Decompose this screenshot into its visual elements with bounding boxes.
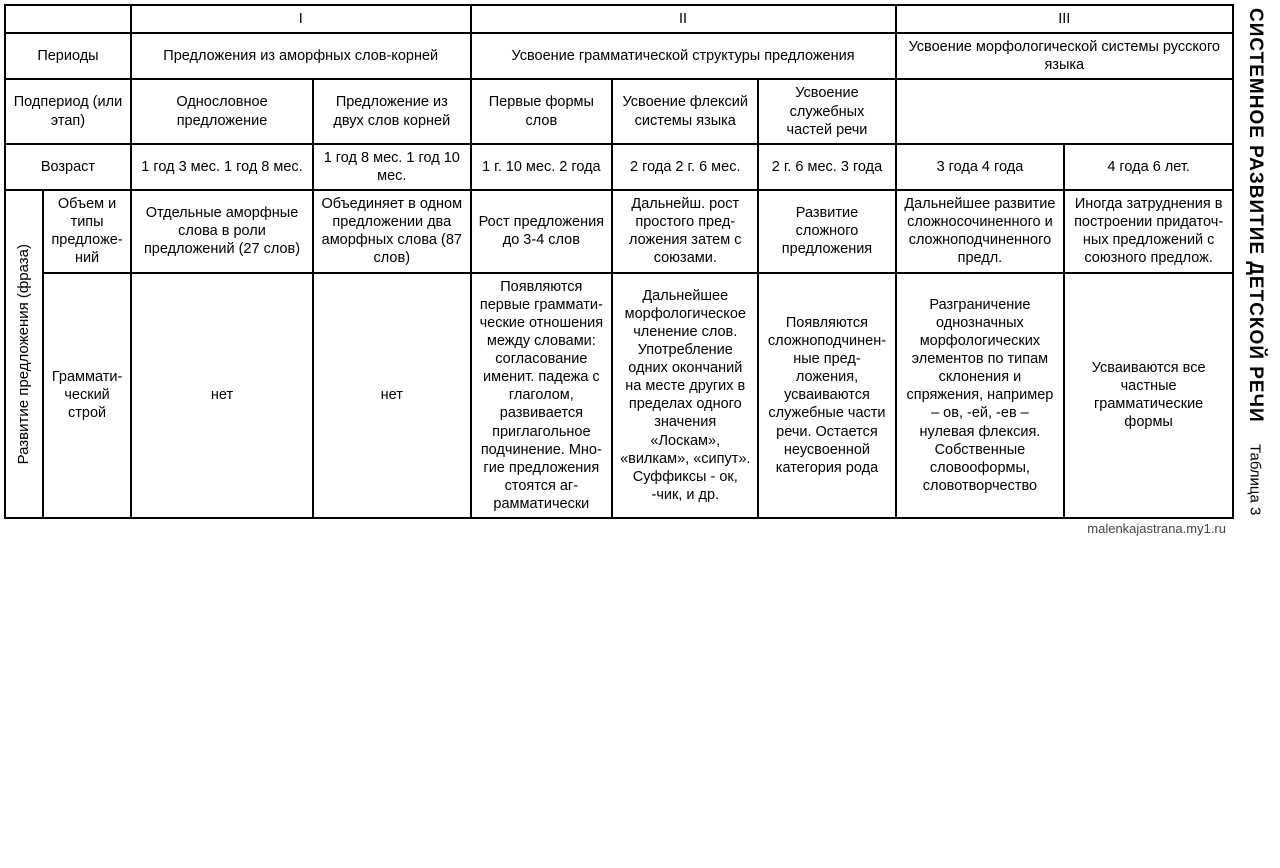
age-3: 1 г. 10 мес. 2 года [471, 144, 613, 190]
speech-development-table: I II III Периоды Предложения из аморфных… [4, 4, 1234, 519]
grammar-label: Грам­мати­ческий строй [43, 273, 131, 519]
dev-phrase-text: Развитие предложения (фраза) [15, 244, 34, 464]
vol-2: Объединяет в одном пред­ложении два амор… [313, 190, 470, 273]
age-7: 4 года 6 лет. [1064, 144, 1233, 190]
side-column: СИСТЕМНОЕ РАЗВИТИЕ ДЕТСКОЙ РЕЧИ Таблица … [1234, 4, 1276, 519]
roman-3: III [896, 5, 1233, 33]
vol-1: Отдельные амор­фные слова в роли предлож… [131, 190, 313, 273]
periods-row: Периоды Предложения из аморфных слов-кор… [5, 33, 1233, 79]
volume-row: Развитие предложения (фраза) Объем и тип… [5, 190, 1233, 273]
vol-4: Дальнейш. рост прос­того пред­ложения за… [612, 190, 758, 273]
roman-1: I [131, 5, 471, 33]
subperiod-label: Подпериод (или этап) [5, 79, 131, 143]
subperiod-blank [896, 79, 1233, 143]
period-1: Предложения из аморфных слов-корней [131, 33, 471, 79]
gram-2: нет [313, 273, 470, 519]
footer-watermark: malenkajastrana.my1.ru [4, 519, 1276, 536]
age-1: 1 год 3 мес. 1 год 8 мес. [131, 144, 313, 190]
age-row: Возраст 1 год 3 мес. 1 год 8 мес. 1 год … [5, 144, 1233, 190]
grammar-row: Грам­мати­ческий строй нет нет Появляютс… [5, 273, 1233, 519]
roman-2: II [471, 5, 896, 33]
age-5: 2 г. 6 мес. 3 года [758, 144, 895, 190]
volume-label: Объем и типы пред­ложе­ний [43, 190, 131, 273]
gram-6: Разграничение однозначных морфологиче­ск… [896, 273, 1065, 519]
age-label: Возраст [5, 144, 131, 190]
gram-3: Появляются первые граммати­ческие отно­ш… [471, 273, 613, 519]
vol-5: Развитие сложного предложе­ния [758, 190, 895, 273]
age-6: 3 года 4 года [896, 144, 1065, 190]
period-2: Усвоение грамматической структуры предло… [471, 33, 896, 79]
age-4: 2 года 2 г. 6 мес. [612, 144, 758, 190]
subperiod-row: Подпериод (или этап) Однословное предлож… [5, 79, 1233, 143]
subperiod-2: Предложение из двух слов корней [313, 79, 470, 143]
dev-phrase-label: Развитие предложения (фраза) [5, 190, 43, 518]
blank-cell [5, 5, 131, 33]
age-2: 1 год 8 мес. 1 год 10 мес. [313, 144, 470, 190]
subperiod-5: Усвоение служебных частей речи [758, 79, 895, 143]
vol-6: Дальнейшее развитие сложно­сочиненного и… [896, 190, 1065, 273]
gram-7: Усваиваются все частные грамматические ф… [1064, 273, 1233, 519]
roman-header-row: I II III [5, 5, 1233, 33]
vol-3: Рост предложения до 3-4 слов [471, 190, 613, 273]
vol-7: Иногда затруд­нения в построе­нии придат… [1064, 190, 1233, 273]
side-subtitle: Таблица 3 [1247, 444, 1264, 515]
periods-label: Периоды [5, 33, 131, 79]
gram-4: Дальнейшее морфологи­ческое членение сло… [612, 273, 758, 519]
subperiod-3: Первые формы слов [471, 79, 613, 143]
gram-5: Появляют­ся сложно­подчинен­ные пред­лож… [758, 273, 895, 519]
subperiod-4: Усвоение флексий системы языка [612, 79, 758, 143]
side-title: СИСТЕМНОЕ РАЗВИТИЕ ДЕТСКОЙ РЕЧИ [1244, 8, 1266, 423]
period-3: Усвоение морфологиче­ской системы русско… [896, 33, 1233, 79]
subperiod-1: Однословное предложение [131, 79, 313, 143]
gram-1: нет [131, 273, 313, 519]
